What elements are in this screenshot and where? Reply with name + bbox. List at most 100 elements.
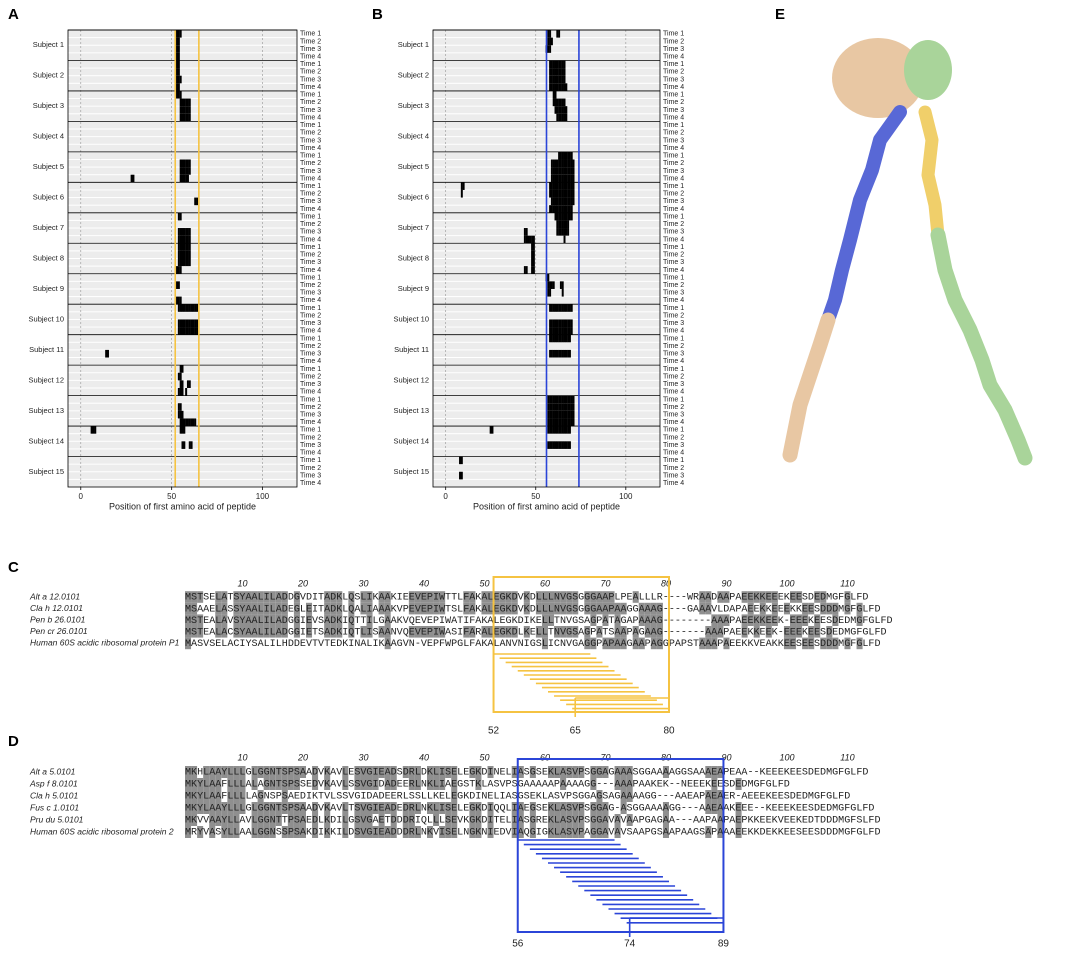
subject-label: Subject 11 (394, 345, 429, 354)
peptide-tile (188, 418, 191, 427)
peptide-tile (190, 319, 193, 328)
conserved-cell (384, 591, 391, 603)
conserved-cell (221, 602, 228, 615)
peptide-tile (188, 304, 191, 312)
time-label: Time 3 (300, 411, 321, 418)
peptide-tile (565, 212, 568, 221)
time-label: Time 3 (300, 320, 321, 327)
conserved-cell (493, 602, 500, 615)
conserved-cell (269, 778, 276, 790)
peptide-tile (558, 151, 561, 160)
peptide-tile (552, 60, 555, 69)
conserved-cell (614, 766, 621, 778)
conserved-cell (820, 591, 827, 603)
conserved-cell (408, 602, 415, 615)
peptide-tile (177, 258, 180, 267)
conserved-cell (263, 626, 270, 638)
peptide-tile (459, 471, 462, 480)
conserved-cell (227, 790, 234, 802)
peptide-tile (181, 258, 184, 267)
conserved-cell (445, 802, 452, 814)
conserved-cell (820, 602, 827, 615)
peptide-tile (572, 159, 575, 168)
conserved-cell (566, 591, 573, 603)
peptide-tile (559, 205, 562, 213)
conserved-cell (360, 802, 367, 814)
ruler-label: 60 (540, 752, 550, 762)
conserved-cell (414, 591, 421, 603)
conserved-cell (796, 591, 803, 603)
peptide-tile (179, 410, 182, 419)
peptide-tile (561, 220, 564, 229)
conserved-cell (717, 790, 724, 802)
conserved-cell (560, 802, 567, 814)
peptide-tile (558, 182, 561, 190)
peptide-tile (556, 349, 559, 358)
peptide-tile (186, 174, 189, 183)
conserved-cell (529, 814, 536, 826)
peptide-tile (568, 349, 571, 358)
time-label: Time 4 (300, 328, 321, 335)
conserved-cell (299, 814, 306, 826)
conserved-cell (711, 778, 718, 790)
conserved-cell (348, 602, 355, 615)
peptide-tile (556, 319, 559, 328)
conserved-cell (299, 766, 306, 778)
peptide-tile (559, 113, 562, 122)
conserved-cell (215, 614, 222, 626)
peptide-tile (561, 182, 564, 190)
peptide-tile (558, 395, 561, 404)
peptide-tile (179, 365, 182, 373)
conserved-cell (209, 826, 216, 838)
peptide-tile (567, 304, 570, 312)
conserved-cell (572, 814, 579, 826)
conserved-cell (499, 602, 506, 615)
sequence: MKYLAAYLLLGLGGNTSPSAADVKAVLTSVGIEADEDRLN… (185, 804, 874, 815)
conserved-cell (293, 802, 300, 814)
time-label: Time 4 (663, 267, 684, 274)
peptide-tile (92, 426, 95, 434)
time-label: Time 3 (300, 259, 321, 266)
peptide-tile (532, 243, 535, 251)
conserved-cell (420, 626, 427, 638)
conserved-cell (390, 826, 397, 838)
peptide-tile (559, 197, 562, 206)
peptide-tile (565, 205, 568, 213)
time-label: Time 1 (300, 122, 321, 129)
conserved-cell (796, 614, 803, 626)
sequence-name: Pru du 5.0101 (30, 814, 84, 824)
peptide-tile (556, 106, 559, 114)
conserved-cell (487, 802, 494, 814)
peptide-tile (554, 334, 557, 343)
conserved-cell (511, 602, 518, 615)
conserved-cell (790, 614, 797, 626)
plot-border (67, 29, 298, 488)
peptide-tile (527, 235, 530, 244)
peptide-tile (570, 212, 573, 221)
peptide-tile (556, 60, 559, 69)
sequence: MSTEALACSYAALILADGGIETSADKIQTLISAANVQEVE… (185, 627, 887, 638)
peptide-tile (568, 403, 571, 411)
conserved-cell (263, 814, 270, 826)
time-label: Time 4 (300, 419, 321, 426)
peptide-tile (552, 403, 555, 411)
subject-label: Subject 7 (398, 223, 429, 232)
conserved-cell (402, 814, 409, 826)
peptide-tile (572, 418, 575, 427)
time-label: Time 4 (300, 450, 321, 457)
peptide-tile (567, 349, 570, 358)
conserved-cell (203, 802, 210, 814)
conserved-cell (735, 802, 742, 814)
peptide-tile (188, 98, 191, 107)
time-label: Time 2 (300, 343, 321, 350)
time-label: Time 1 (300, 457, 321, 464)
row-band (68, 53, 297, 60)
peptide-tile (556, 410, 559, 419)
conserved-cell (717, 591, 724, 603)
peptide-tile (547, 410, 550, 419)
peptide-tile (556, 403, 559, 411)
peptide-tile (186, 327, 189, 335)
conserved-cell (348, 614, 355, 626)
peptide-tile (563, 334, 566, 343)
peptide-tile (185, 98, 188, 107)
